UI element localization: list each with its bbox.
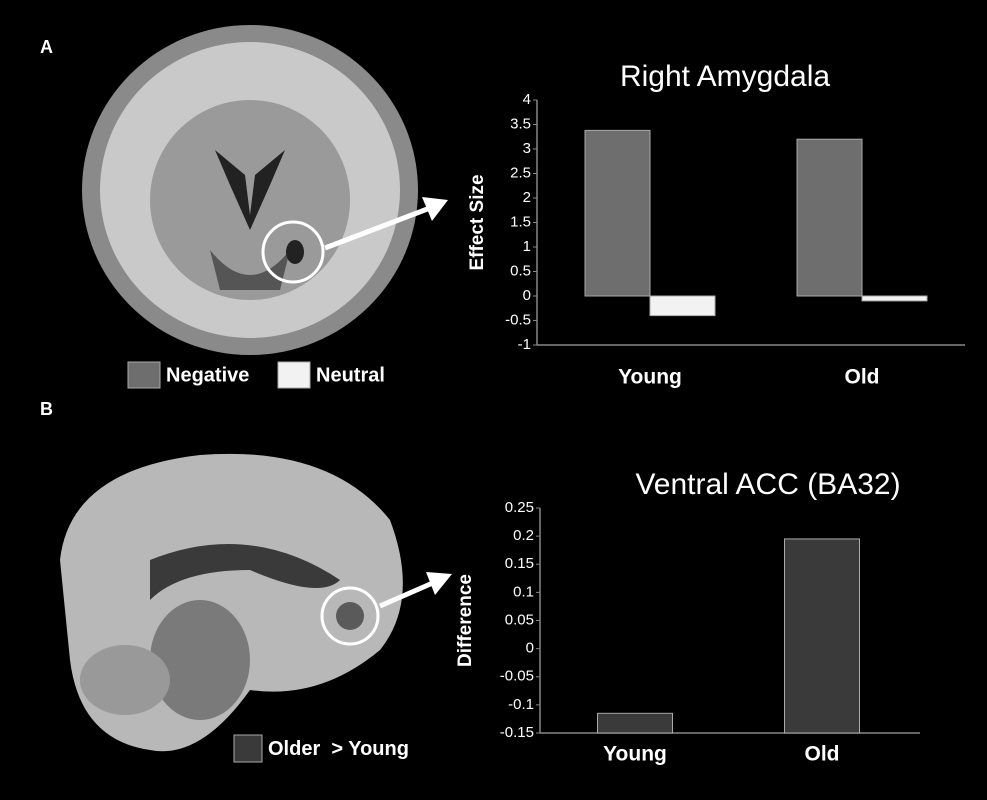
- bar: [785, 539, 860, 733]
- y-tick-label: 0.5: [510, 262, 531, 279]
- y-tick-label: 2: [523, 189, 531, 206]
- y-tick-label: 0.25: [505, 499, 534, 516]
- x-tick-label: Young: [603, 743, 667, 766]
- chart-title: Ventral ACC (BA32): [635, 468, 900, 501]
- legend-swatch: [278, 362, 310, 388]
- panel-label: A: [40, 37, 53, 57]
- y-tick-label: -0.1: [508, 696, 534, 713]
- y-tick-label: 0.15: [505, 555, 534, 572]
- y-tick-label: 0.05: [505, 611, 534, 628]
- y-tick-label: 3.5: [510, 115, 531, 132]
- y-tick-label: -0.5: [505, 311, 531, 328]
- y-tick-label: 4: [523, 91, 531, 108]
- legend-swatch: [234, 735, 262, 762]
- y-tick-label: 0: [523, 287, 531, 304]
- y-tick-label: 0.2: [513, 527, 534, 544]
- y-tick-label: 1.5: [510, 213, 531, 230]
- legend-swatch: [128, 362, 160, 388]
- bar: [650, 296, 715, 316]
- y-tick-label: 1: [523, 238, 531, 255]
- bar: [598, 713, 673, 733]
- y-tick-label: -1: [518, 336, 531, 353]
- figure: A B Right Amygdala Effect Size -1 -0.5 0 0.5 1…: [0, 0, 987, 800]
- y-axis-label: Effect Size: [467, 174, 488, 270]
- bar: [862, 296, 927, 301]
- x-tick-label: Old: [805, 743, 840, 766]
- y-tick-label: 3: [523, 140, 531, 157]
- bar: [797, 139, 862, 296]
- legend-label: Neutral: [316, 364, 385, 386]
- y-axis-label: Difference: [455, 574, 476, 667]
- y-tick-label: 0.1: [513, 583, 534, 600]
- y-tick-label: -0.05: [500, 668, 534, 685]
- bar: [585, 130, 650, 296]
- legend-label: Negative: [166, 364, 249, 386]
- x-tick-label: Young: [618, 366, 682, 389]
- y-tick-label: -0.15: [500, 724, 534, 741]
- y-tick-label: 0: [526, 640, 534, 657]
- y-tick-label: 2.5: [510, 164, 531, 181]
- chart-title: Right Amygdala: [620, 60, 830, 93]
- panel-label: B: [40, 399, 53, 419]
- legend-label: Older > Young: [268, 738, 409, 760]
- x-tick-label: Old: [845, 366, 880, 389]
